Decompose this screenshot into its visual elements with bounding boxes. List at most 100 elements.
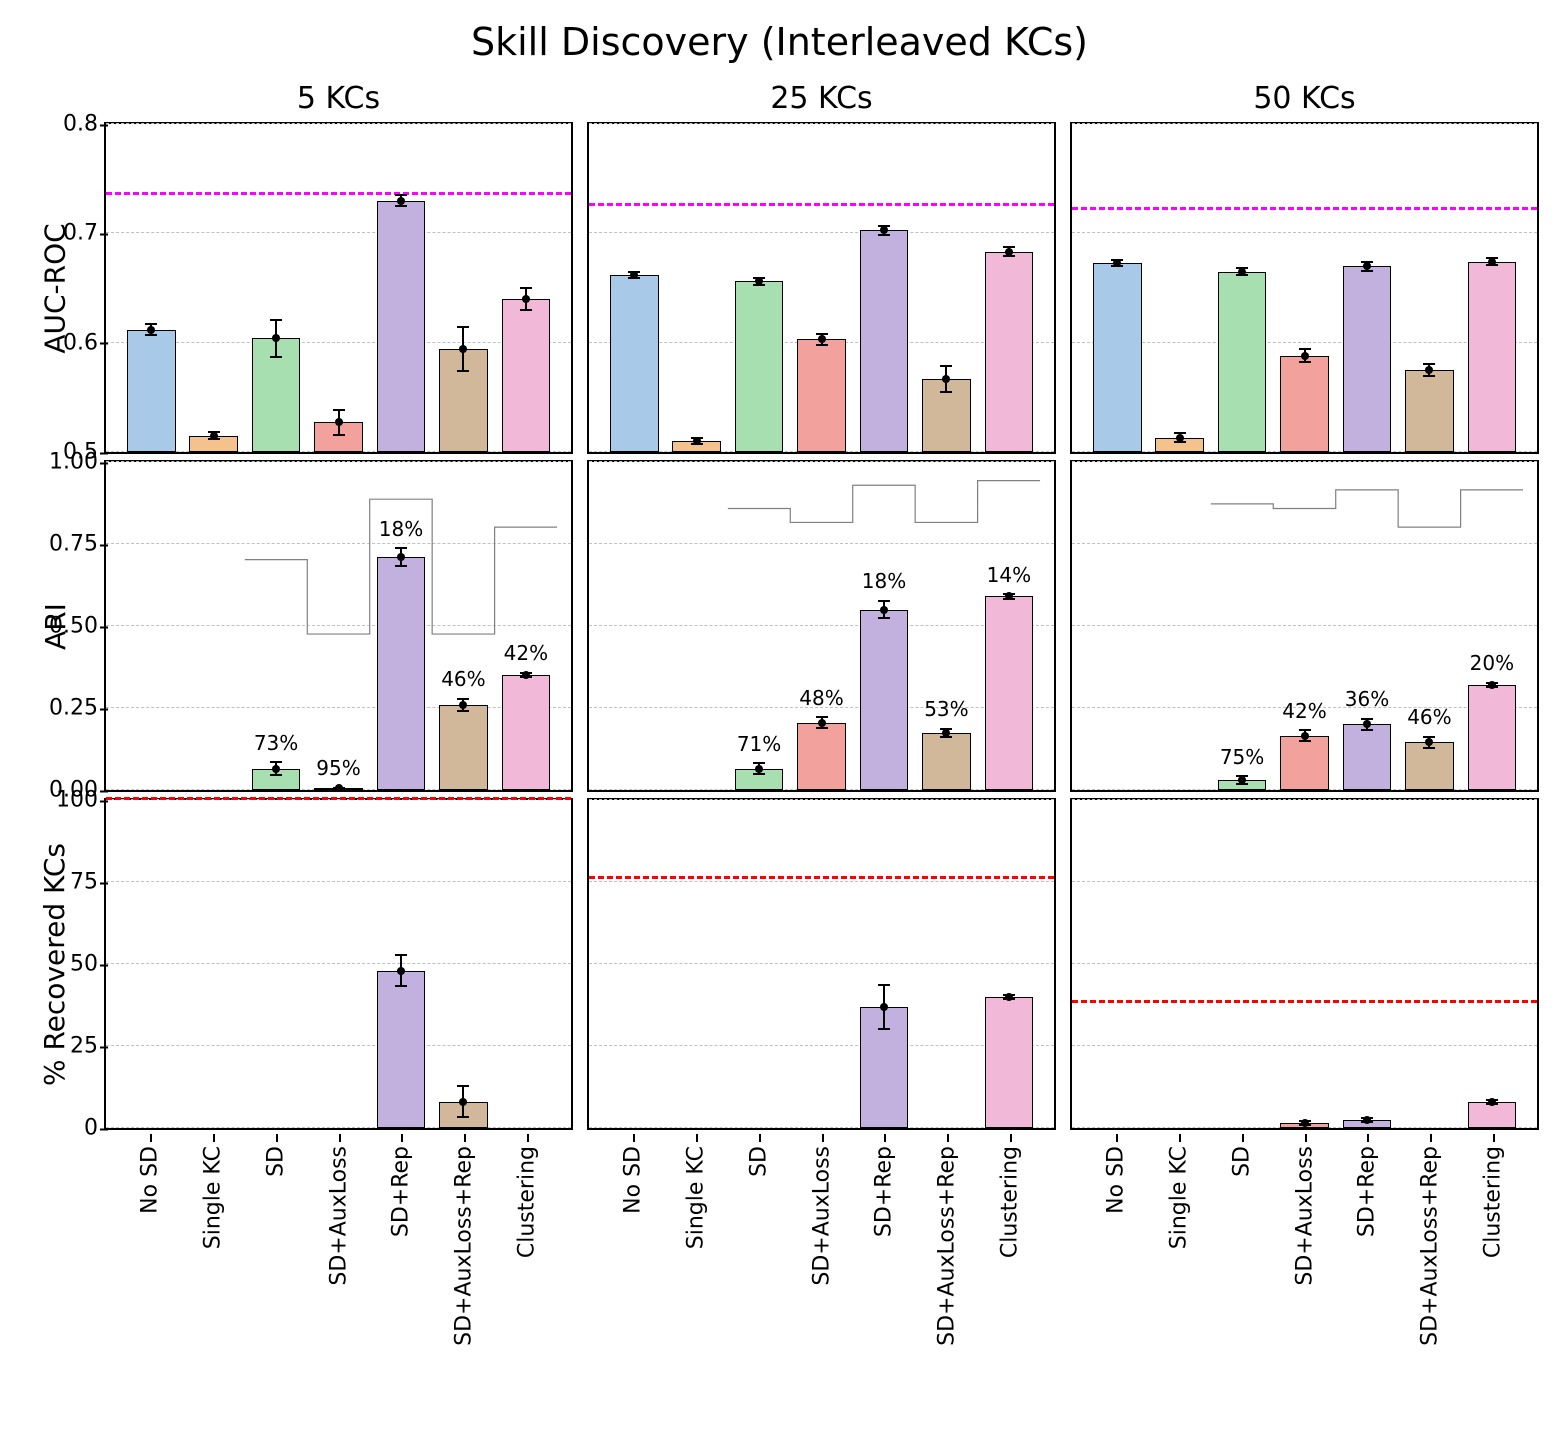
point-marker [1363, 262, 1371, 270]
point-marker [335, 418, 343, 426]
bar [377, 557, 426, 790]
ytick-label: 0.25 [49, 696, 106, 721]
bar-slot [1086, 462, 1148, 790]
xtick: SD+Rep [370, 1136, 433, 1396]
bar-slot [790, 124, 852, 452]
bar-slot: 71% [728, 462, 790, 790]
bar [127, 330, 176, 452]
bar-annotation: 42% [1282, 699, 1326, 723]
bar-slot [370, 800, 432, 1128]
point-marker [942, 729, 950, 737]
bar-slot [182, 124, 244, 452]
bar [1343, 266, 1392, 452]
bar-slot [1148, 462, 1210, 790]
xtick: Single KC [1147, 1136, 1210, 1396]
bar-annotation: 42% [504, 641, 548, 665]
bar [922, 733, 971, 790]
point-marker [818, 335, 826, 343]
point-marker [1301, 732, 1309, 740]
bar [610, 275, 659, 452]
bar-slot [1148, 124, 1210, 452]
bar-slot [307, 124, 369, 452]
xtick-label: SD [1229, 1146, 1254, 1177]
figure-suptitle: Skill Discovery (Interleaved KCs) [20, 20, 1539, 64]
bar [1405, 370, 1454, 452]
bar-slot [245, 124, 307, 452]
xtick: Single KC [181, 1136, 244, 1396]
bar-slot [120, 462, 182, 790]
point-marker [397, 967, 405, 975]
bar-slot: 18% [853, 462, 915, 790]
bar-slot: 53% [915, 462, 977, 790]
plot-area: 0.000.250.500.751.0073%95%18%46%42% [106, 462, 571, 790]
xtick-label: SD+Rep [872, 1146, 897, 1237]
bar-slot [915, 124, 977, 452]
point-marker [522, 295, 530, 303]
bar-group [1072, 800, 1537, 1128]
plot-area: 75%42%36%46%20% [1072, 462, 1537, 790]
bar-annotation: 75% [1220, 745, 1264, 769]
bar-slot [1211, 800, 1273, 1128]
xtick: SD+AuxLoss+Rep [433, 1136, 496, 1396]
bar-slot [1336, 800, 1398, 1128]
bar [439, 705, 488, 790]
bar-slot [665, 800, 727, 1128]
bar-slot [432, 800, 494, 1128]
xticks: No SDSingle KCSDSD+AuxLossSD+RepSD+AuxLo… [587, 1136, 1056, 1396]
point-marker [1005, 592, 1013, 600]
bar-slot [1336, 124, 1398, 452]
bar-slot [603, 124, 665, 452]
bar-annotation: 48% [799, 686, 843, 710]
bar-slot [495, 800, 557, 1128]
panel [587, 798, 1056, 1130]
bar-slot [182, 462, 244, 790]
bar-group: 71%48%18%53%14% [589, 462, 1054, 790]
column-title: 50 KCs [1070, 81, 1539, 116]
bar-slot: 75% [1211, 462, 1273, 790]
panel: 75%42%36%46%20% [1070, 460, 1539, 792]
bar-group [106, 800, 571, 1128]
point-marker [272, 765, 280, 773]
bar-annotation: 36% [1345, 687, 1389, 711]
xtick-label: Single KC [683, 1146, 708, 1249]
point-marker [1176, 434, 1184, 442]
ytick-label: 0.50 [49, 614, 106, 639]
figure: Skill Discovery (Interleaved KCs) 5 KCs2… [20, 20, 1539, 1396]
bar-annotation: 18% [379, 517, 423, 541]
panel [587, 122, 1056, 454]
xtick-label: SD [746, 1146, 771, 1177]
grid-corner [20, 1136, 90, 1396]
bar [860, 610, 909, 790]
point-marker [459, 1098, 467, 1106]
xtick-label: Single KC [200, 1146, 225, 1249]
point-marker [880, 606, 888, 614]
bar-slot [978, 124, 1040, 452]
xtick-label: SD+AuxLoss+Rep [1418, 1146, 1443, 1346]
plot-area [589, 124, 1054, 452]
point-marker [1488, 1098, 1496, 1106]
bar-annotation: 46% [1407, 705, 1451, 729]
panel: 0.000.250.500.751.0073%95%18%46%42% [104, 460, 573, 792]
xtick: SD+Rep [1336, 1136, 1399, 1396]
bar-slot [120, 800, 182, 1128]
bar-group [1072, 124, 1537, 452]
xtick: SD+AuxLoss+Rep [916, 1136, 979, 1396]
xtick-label: No SD [137, 1146, 162, 1214]
bar-group [106, 124, 571, 452]
bar-slot [370, 124, 432, 452]
plot-area: 0255075100 [106, 800, 571, 1128]
xtick-label: SD+AuxLoss+Rep [935, 1146, 960, 1346]
point-marker [1425, 366, 1433, 374]
ytick-label: 75 [70, 870, 106, 895]
xtick: SD+AuxLoss+Rep [1399, 1136, 1462, 1396]
bar-slot [1273, 124, 1335, 452]
point-marker [1363, 720, 1371, 728]
xtick-label: No SD [620, 1146, 645, 1214]
bar-slot [307, 800, 369, 1128]
xtick: SD [244, 1136, 307, 1396]
panel [1070, 798, 1539, 1130]
panel: 0255075100 [104, 798, 573, 1130]
bar [1468, 262, 1517, 452]
bar-slot: 73% [245, 462, 307, 790]
point-marker [272, 334, 280, 342]
